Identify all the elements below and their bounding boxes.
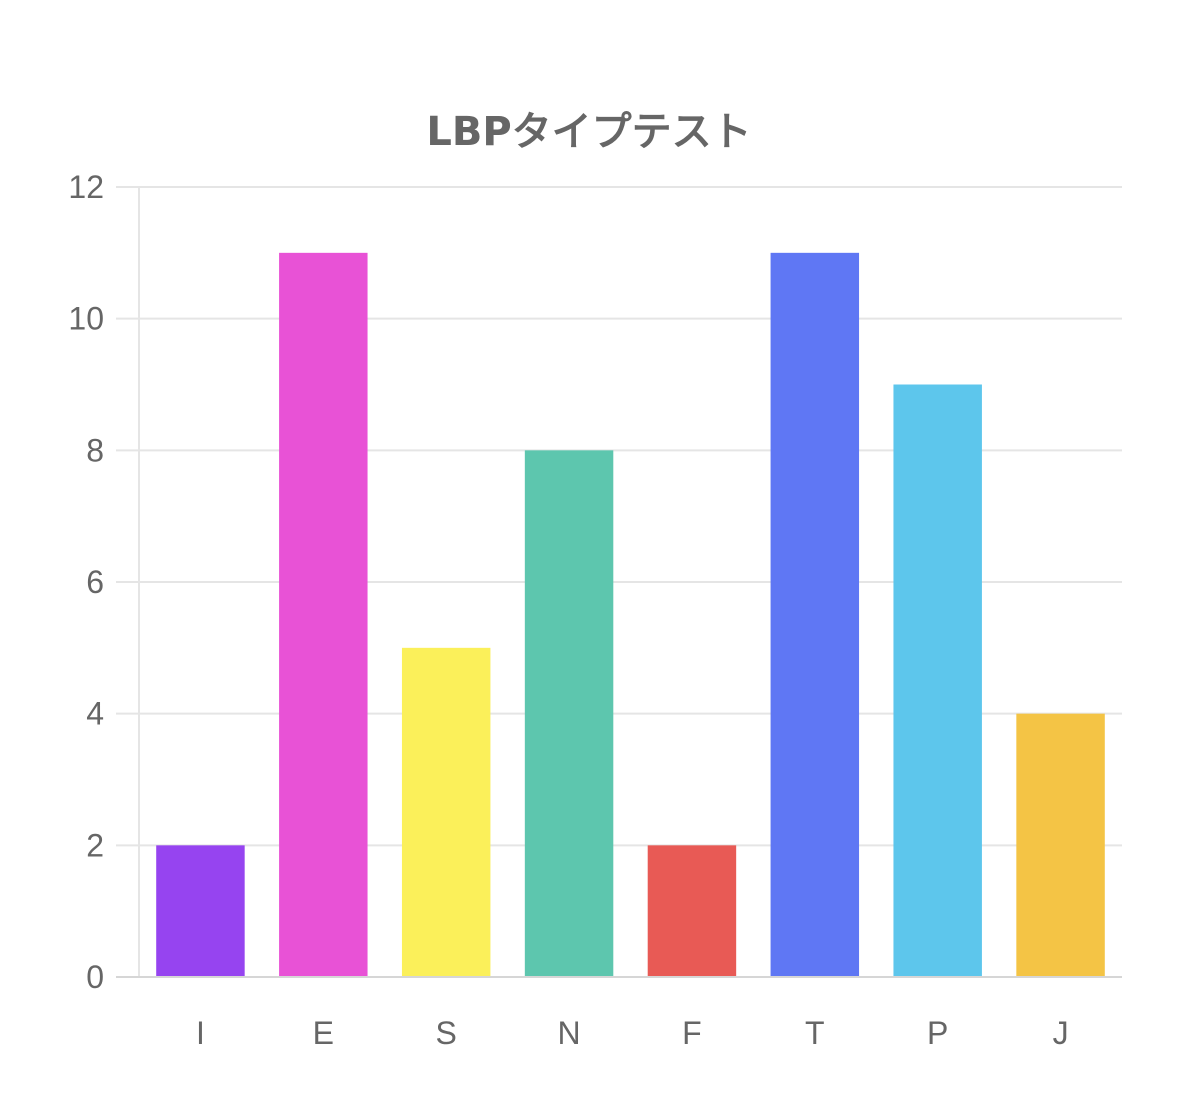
x-tick-label: T xyxy=(805,1015,825,1051)
x-tick-label: I xyxy=(196,1015,205,1051)
bar-layer xyxy=(156,252,1105,978)
y-tick-label: 2 xyxy=(86,827,104,863)
x-tick-label: P xyxy=(927,1015,948,1051)
y-tick-label: 6 xyxy=(86,564,104,600)
bar-t xyxy=(770,252,860,978)
bar-s xyxy=(401,647,491,977)
bar-p xyxy=(893,384,982,977)
bar-n xyxy=(524,450,614,977)
y-tick-label: 4 xyxy=(86,696,104,732)
x-tick-label: N xyxy=(558,1015,581,1051)
x-tick-label: J xyxy=(1053,1015,1069,1051)
bar-f xyxy=(647,845,737,977)
bar-i xyxy=(156,845,245,977)
bar-e xyxy=(279,252,368,978)
y-tick-label: 12 xyxy=(68,169,104,205)
bar-j xyxy=(1016,713,1105,977)
y-tick-label: 0 xyxy=(86,959,104,995)
x-tick-label: E xyxy=(313,1015,334,1051)
axis-layer xyxy=(116,187,1122,978)
chart-title: LBPタイプテスト xyxy=(426,109,751,155)
x-tick-label: F xyxy=(682,1015,702,1051)
label-layer: 0 2 4 6 8 10 12 I E S N F T P J xyxy=(68,169,1068,1051)
y-tick-label: 8 xyxy=(86,432,104,468)
y-tick-label: 10 xyxy=(68,301,104,337)
x-tick-label: S xyxy=(436,1015,457,1051)
